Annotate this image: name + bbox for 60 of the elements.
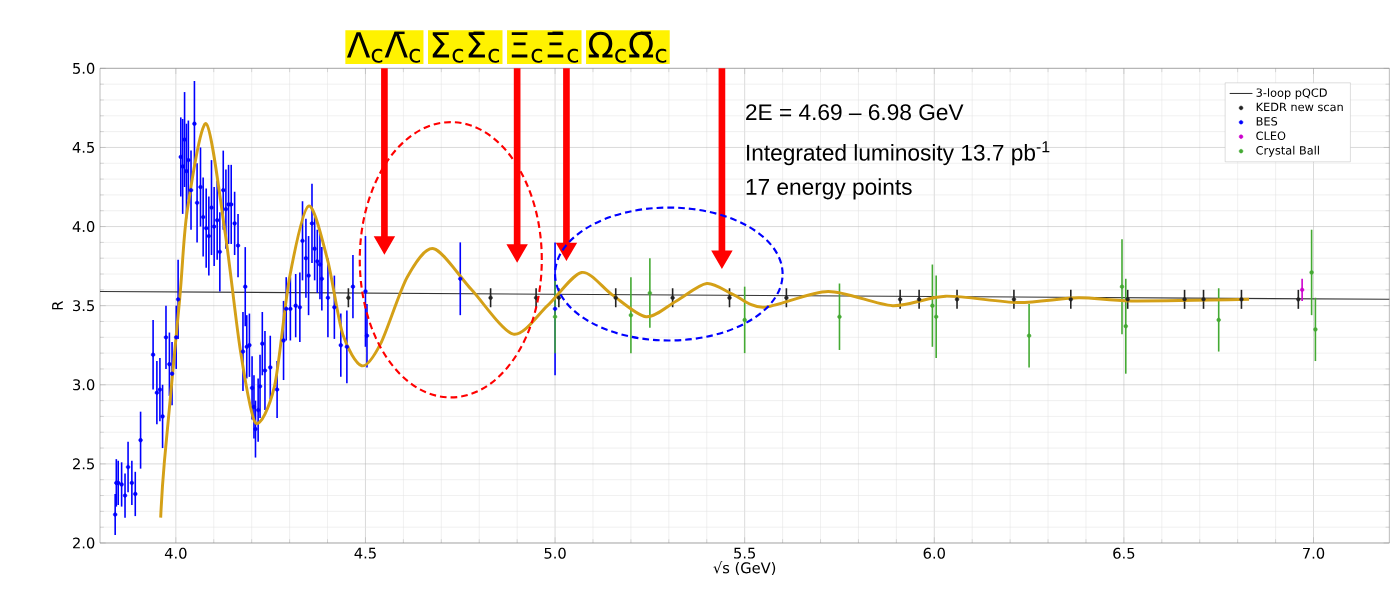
- point: [613, 295, 618, 300]
- legend-label: CLEO: [1256, 131, 1286, 141]
- x-tick-label: 5.0: [544, 547, 566, 559]
- point: [742, 317, 747, 323]
- y-axis-title: R: [52, 301, 63, 310]
- point: [1123, 324, 1128, 329]
- point: [1119, 284, 1125, 289]
- x-tick-label: 4.5: [354, 547, 376, 559]
- point: [930, 303, 935, 308]
- x-tick-label: 6.5: [1113, 547, 1135, 559]
- point: [837, 314, 842, 319]
- point: [556, 295, 561, 300]
- point: [1313, 327, 1318, 332]
- y-tick-label: 3.5: [73, 300, 95, 312]
- point: [1296, 297, 1301, 302]
- y-tick-label: 3.0: [73, 379, 95, 391]
- point: [1011, 297, 1017, 302]
- point: [488, 295, 493, 300]
- text: Ω$_{c}$Ω̄$_{c}$: [588, 31, 667, 63]
- annotation: Integrated luminosity 13.7 pb$^{-1}$: [747, 141, 1050, 166]
- line-series: [159, 122, 1251, 520]
- point: [727, 295, 732, 300]
- point: [552, 314, 558, 319]
- legend-label: Crystal Ball: [1256, 145, 1319, 157]
- x-axis-title: √s (GeV): [713, 561, 776, 576]
- x-tick-label: 5.5: [734, 547, 756, 559]
- point: [628, 313, 634, 318]
- text: Λ$_{c}$Λ̄$_{c}$: [346, 31, 420, 63]
- point: [934, 314, 939, 319]
- point: [954, 297, 960, 302]
- annotation: 17 energy points: [746, 178, 912, 200]
- point: [1299, 287, 1305, 292]
- point: [1216, 317, 1221, 323]
- x-tick-label: 6.0: [923, 547, 945, 559]
- point: [346, 295, 351, 300]
- x-tick-label: 4.0: [164, 547, 187, 559]
- x-tick-label: 7.0: [1303, 547, 1325, 559]
- legend-label: KEDR new scan: [1256, 102, 1343, 112]
- point: [898, 297, 903, 302]
- point: [1309, 270, 1314, 275]
- y-tick-label: 5.0: [73, 62, 95, 74]
- point: [1068, 297, 1073, 302]
- point: [1026, 333, 1032, 338]
- point: [1201, 297, 1206, 302]
- point: [1182, 297, 1187, 302]
- point: [670, 295, 675, 300]
- text: Σ$_{c}$Σ̄$_{c}$: [432, 31, 499, 63]
- point: [916, 297, 922, 302]
- legend-label: 3-loop pQCD: [1256, 88, 1327, 100]
- point: [647, 290, 653, 296]
- text: Ξ$_{c}$Ξ̄$_{c}$: [511, 31, 579, 63]
- y-tick-label: 4.0: [72, 221, 95, 233]
- y-tick-label: 4.5: [72, 142, 95, 153]
- point: [1239, 297, 1244, 302]
- annotation: 2E = 4.69 – 6.98 GeV: [746, 104, 964, 121]
- point: [784, 295, 789, 300]
- y-tick-label: 2.5: [73, 458, 95, 470]
- y-tick-label: 2.0: [73, 537, 95, 549]
- legend-label: BES: [1256, 117, 1278, 126]
- point: [1125, 297, 1130, 302]
